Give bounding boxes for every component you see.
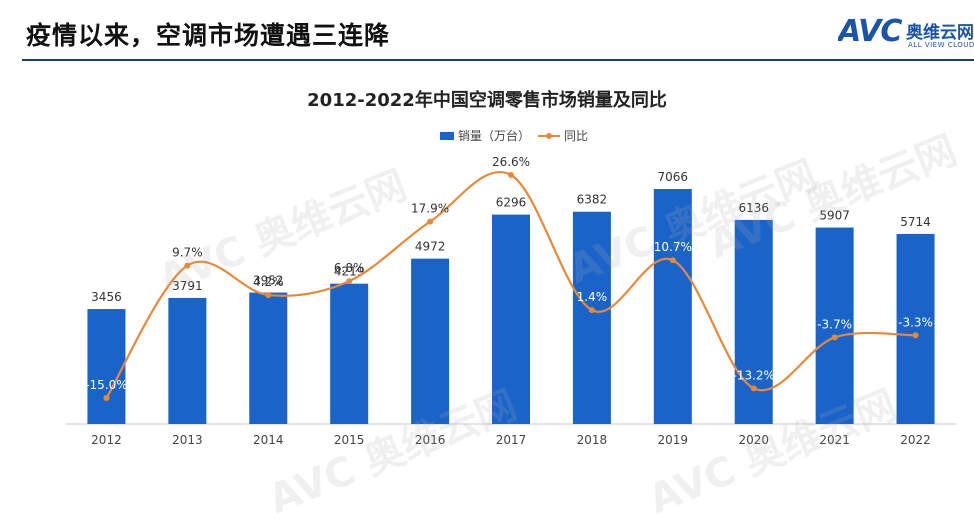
yoy-point [669,257,676,264]
bar-value-label: 6382 [577,193,608,207]
bar [734,219,773,424]
x-tick-label: 2015 [334,433,365,447]
bar-value-label: 6296 [496,196,527,210]
yoy-value-label: -3.7% [817,317,852,331]
yoy-value-label: 4.2% [253,275,284,289]
yoy-value-label: 10.7% [654,240,692,254]
yoy-value-label: 9.7% [172,246,203,260]
bar [330,283,369,424]
x-tick-label: 2018 [577,433,608,447]
yoy-point [508,172,514,178]
bar-value-label: 3952 [253,274,284,288]
yoy-point [831,334,838,341]
yoy-value-label: 17.9% [411,202,449,216]
x-tick-label: 2013 [172,433,203,447]
bar-value-label: 6136 [738,201,769,215]
bar [572,211,611,424]
slide-header: 疫情以来，空调市场遭遇三连降 AVC 奥维云网 ALL VIEW CLOUD [0,0,974,61]
x-tick-label: 2016 [415,433,446,447]
bar-value-label: 3791 [172,279,203,293]
avc-logo: AVC 奥维云网 ALL VIEW CLOUD [838,14,974,54]
x-tick-label: 2021 [819,433,850,447]
header-rule [22,59,974,61]
bar-value-label: 3456 [91,290,122,304]
bar-value-label: 5714 [900,215,931,229]
bar-value-label: 5907 [819,209,850,223]
yoy-point [588,307,595,314]
legend-item-sales: 销量（万台） [440,127,530,144]
bar [896,233,935,424]
bar [653,189,692,424]
x-tick-label: 2014 [253,433,284,447]
yoy-value-label: -3.3% [898,315,933,329]
legend-line-swatch [538,132,561,139]
x-tick-label: 2012 [91,433,122,447]
bar [815,227,854,424]
logo-en: ALL VIEW CLOUD [908,41,974,49]
yoy-point [427,218,434,225]
legend-item-yoy: 同比 [538,127,588,144]
yoy-point [184,262,191,269]
yoy-value-label: -13.2% [733,368,775,382]
bar [411,258,450,424]
yoy-point [265,292,272,299]
yoy-point [346,278,353,285]
bar [87,309,126,424]
bar-value-label: 4219 [334,265,365,279]
legend-label-yoy: 同比 [564,129,589,143]
x-tick-label: 2017 [496,433,527,447]
yoy-point [912,332,919,339]
legend-bar-swatch [440,131,454,140]
bar [492,214,530,424]
yoy-value-label: -15.0% [85,378,127,392]
yoy-value-label: 6.8% [334,261,365,275]
x-tick-label: 2022 [900,433,931,447]
yoy-line [105,171,916,399]
bar-value-label: 7066 [658,170,689,184]
yoy-value-label: 1.4% [577,290,608,304]
logo-mark: AVC [838,14,902,49]
logo-cn: 奥维云网 [906,23,974,43]
legend-label-sales: 销量（万台） [458,129,531,143]
yoy-value-label: 26.6% [492,155,530,169]
bar [249,292,288,424]
chart-title: 2012-2022年中国空调零售市场销量及同比 [307,90,667,111]
chart-canvas: 3456 2012 3791 2013 3952 2014 4219 2015 4972 2016… [66,155,956,447]
yoy-point [103,395,110,401]
slide-title: 疫情以来，空调市场遭遇三连降 [26,21,391,50]
yoy-point [750,385,757,392]
chart-legend: 销量（万台） 同比 [440,127,588,144]
x-tick-label: 2020 [738,433,769,447]
bar-value-label: 4972 [415,240,446,254]
x-tick-label: 2019 [658,433,689,447]
bar [168,297,207,424]
